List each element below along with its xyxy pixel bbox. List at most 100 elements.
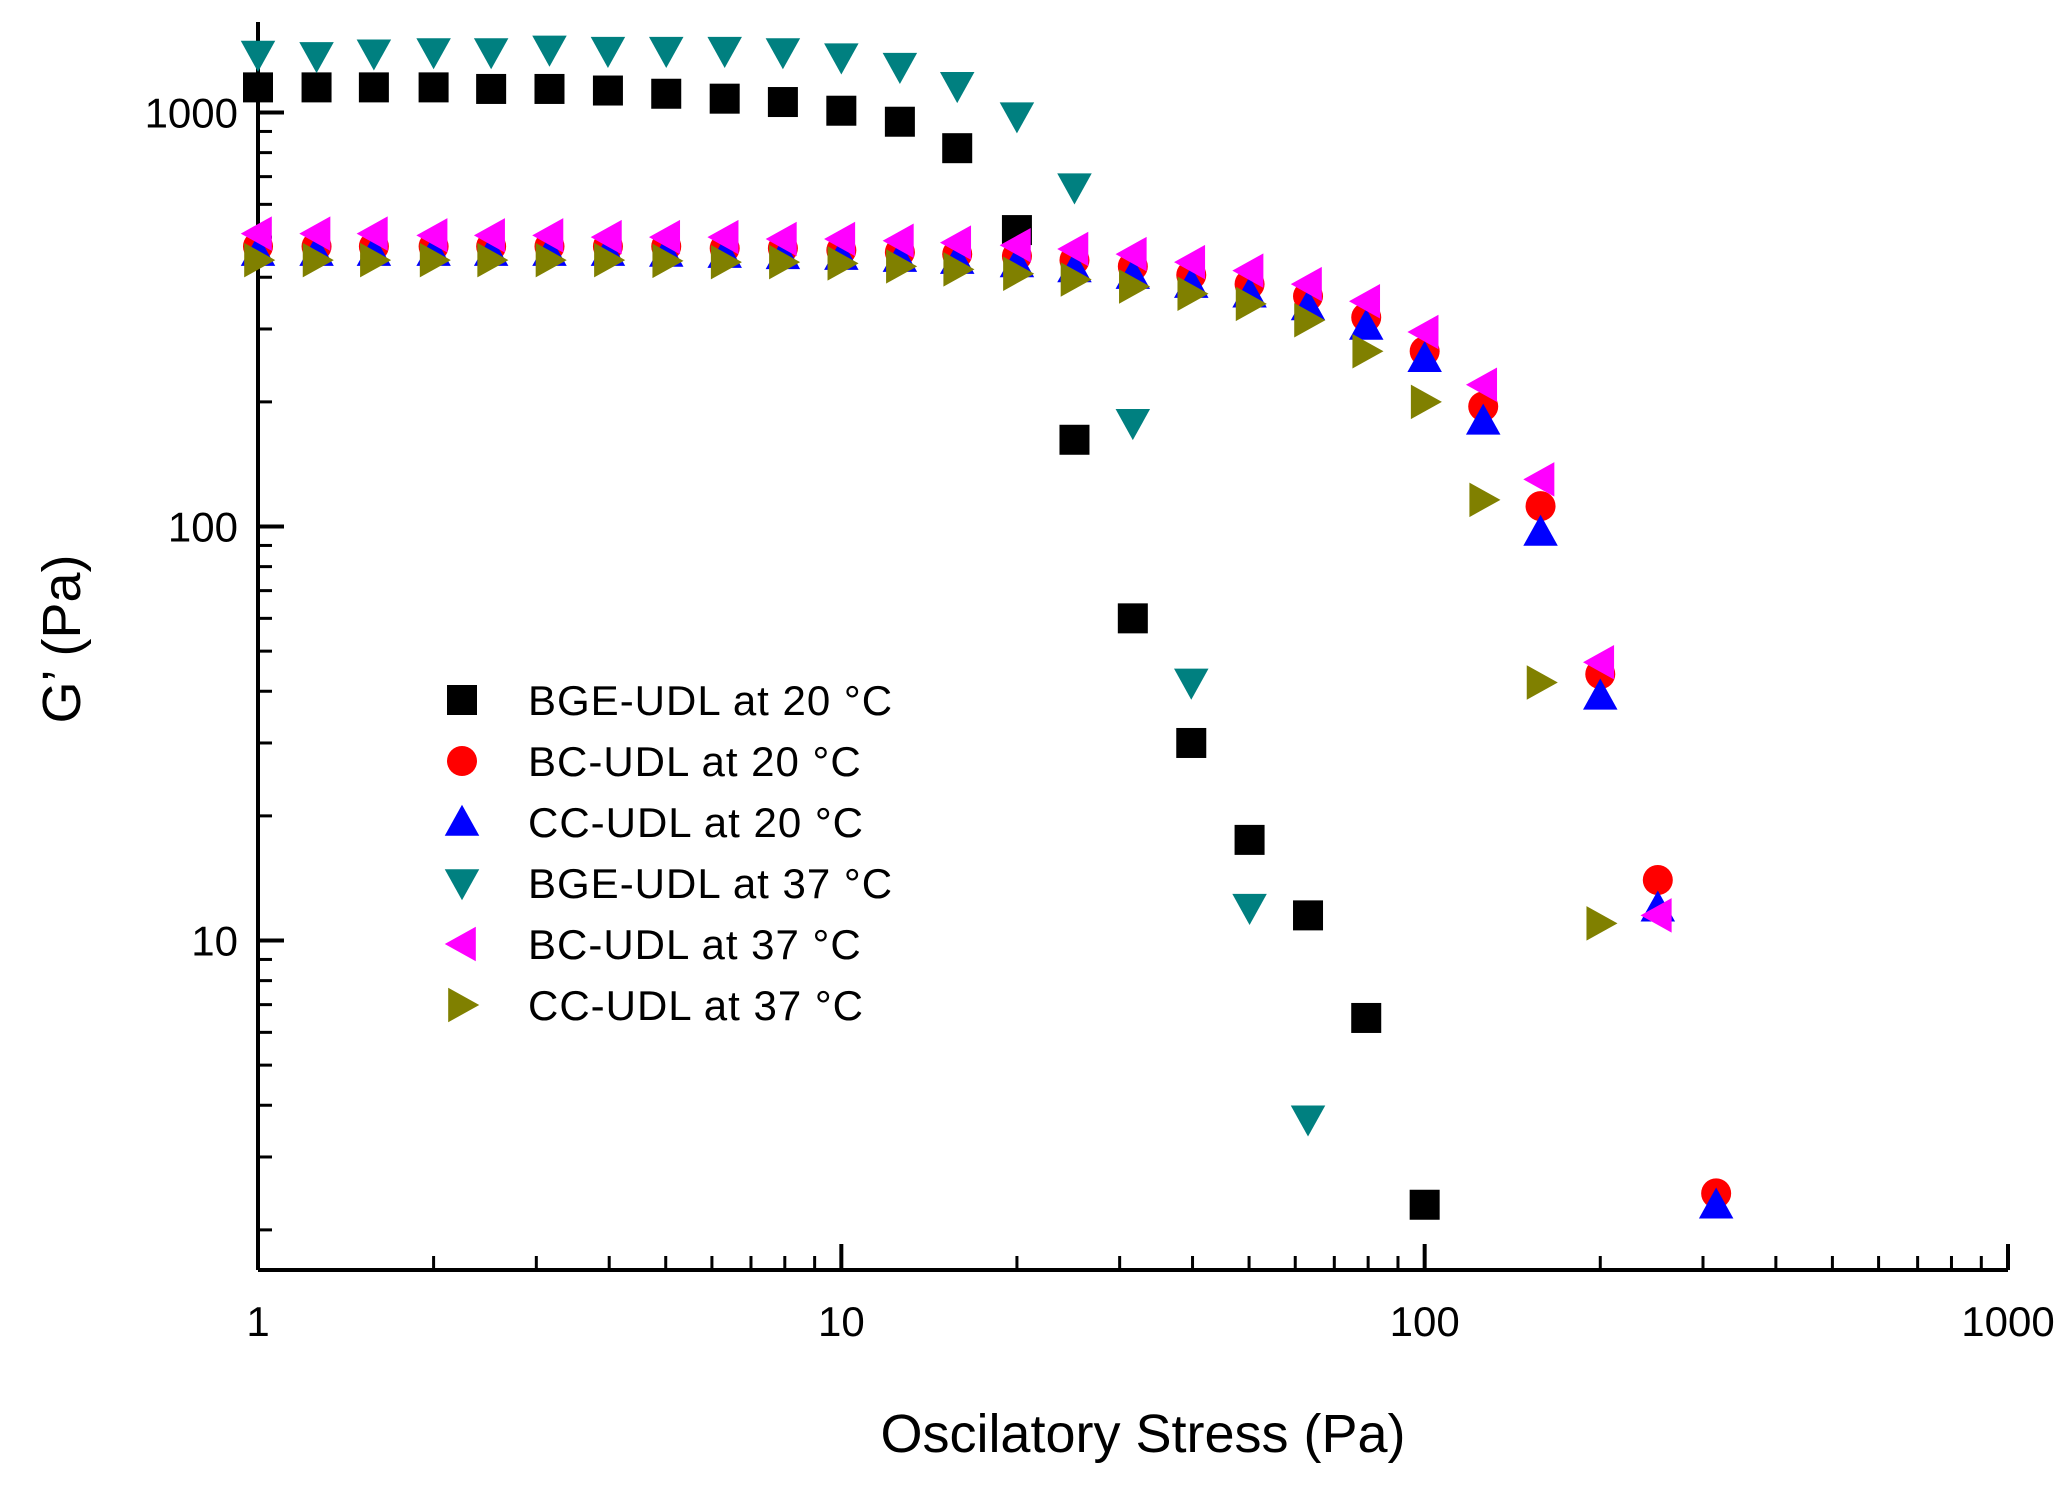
x-tick-label: 100 (1390, 1298, 1460, 1345)
data-point (1523, 462, 1555, 497)
legend-item: BC-UDL at 20 °C (447, 738, 862, 785)
data-point (594, 242, 626, 278)
data-point (707, 219, 739, 255)
legend-item: BGE-UDL at 37 °C (444, 860, 892, 907)
plot-area: 1 10 100 1000 10 100 1000 (145, 22, 2055, 1345)
data-point (1115, 409, 1151, 441)
data-point (590, 36, 626, 68)
data-point (648, 36, 684, 68)
data-point (826, 95, 857, 126)
x-tick-label: 1 (246, 1298, 269, 1345)
data-point (416, 38, 451, 70)
x-tick-label: 1000 (1961, 1298, 2054, 1345)
data-point (882, 223, 914, 259)
data-point (1059, 424, 1090, 455)
data-point (1119, 269, 1151, 304)
data-point (532, 218, 564, 253)
y-axis-title: G’ (Pa) (32, 554, 92, 723)
data-point (535, 242, 567, 278)
y-tick-label: 100 (168, 504, 238, 551)
data-point (240, 40, 276, 72)
data-point (943, 252, 975, 287)
data-point (999, 102, 1035, 134)
data-point (824, 43, 859, 75)
data-point (882, 52, 918, 84)
data-point (824, 221, 856, 257)
series-1 (243, 72, 1440, 1220)
series-4 (240, 35, 1326, 1137)
data-point (476, 73, 507, 104)
y-axis-ticks: 10 100 1000 (145, 90, 284, 1232)
data-point (1117, 603, 1148, 634)
data-point (652, 243, 684, 279)
legend-marker (444, 804, 480, 836)
data-point (534, 73, 565, 104)
data-point (1232, 253, 1264, 288)
legend-label: BC-UDL at 20 °C (528, 738, 862, 785)
legend-marker (448, 987, 480, 1023)
data-point (1410, 384, 1442, 420)
legend-marker (447, 685, 477, 715)
data-point (1234, 824, 1265, 855)
legend-label: CC-UDL at 20 °C (528, 799, 864, 846)
data-point (1057, 173, 1092, 205)
legend-label: BC-UDL at 37 °C (528, 921, 862, 968)
data-point (1235, 286, 1267, 322)
data-point (1232, 893, 1267, 925)
y-tick-label: 1000 (145, 90, 238, 137)
data-point (651, 78, 682, 109)
data-point (473, 218, 505, 253)
data-point (1409, 1189, 1440, 1220)
series-6 (244, 242, 1618, 941)
legend-item: CC-UDL at 20 °C (444, 799, 864, 846)
data-point (302, 242, 334, 278)
data-point (1176, 727, 1207, 758)
data-point (707, 36, 742, 68)
data-point (1003, 256, 1035, 291)
legend-item: CC-UDL at 37 °C (448, 982, 864, 1029)
legend-label: CC-UDL at 37 °C (528, 982, 864, 1029)
legend-marker (447, 746, 477, 776)
data-point (942, 133, 973, 164)
data-point (1407, 314, 1439, 350)
data-point (299, 216, 331, 251)
data-point (1586, 906, 1618, 941)
data-point (999, 227, 1031, 263)
data-point (1057, 231, 1089, 267)
data-point (769, 244, 801, 280)
data-point (356, 39, 392, 71)
data-point (1523, 514, 1558, 546)
data-point (765, 38, 801, 70)
data-point (299, 42, 334, 74)
data-point (1640, 898, 1672, 933)
data-point (243, 72, 273, 103)
series-2 (243, 231, 1732, 1209)
x-axis-ticks: 1 10 100 1000 (246, 1244, 2055, 1345)
data-point (884, 106, 915, 137)
data-point (1177, 276, 1209, 311)
data-point (1351, 1002, 1382, 1033)
data-point (1348, 308, 1384, 340)
data-point (532, 35, 567, 67)
data-point (709, 83, 740, 114)
data-point (419, 242, 451, 278)
x-axis-title: Oscilatory Stress (Pa) (880, 1404, 1405, 1464)
data-points (240, 35, 1734, 1220)
data-point (1060, 262, 1092, 297)
data-point (301, 72, 332, 103)
legend-item: BGE-UDL at 20 °C (447, 677, 892, 724)
data-point (418, 72, 449, 103)
data-point (1642, 865, 1673, 896)
data-point (1407, 340, 1442, 372)
data-point (1290, 266, 1322, 302)
data-point (1174, 244, 1206, 280)
data-point (1525, 491, 1556, 522)
data-point (886, 249, 918, 284)
data-point (765, 221, 797, 257)
data-point (473, 38, 509, 70)
data-point (1698, 1187, 1734, 1219)
series-3 (240, 234, 1734, 1219)
y-tick-label: 10 (191, 918, 238, 965)
data-point (767, 87, 798, 118)
data-point (1465, 367, 1498, 402)
